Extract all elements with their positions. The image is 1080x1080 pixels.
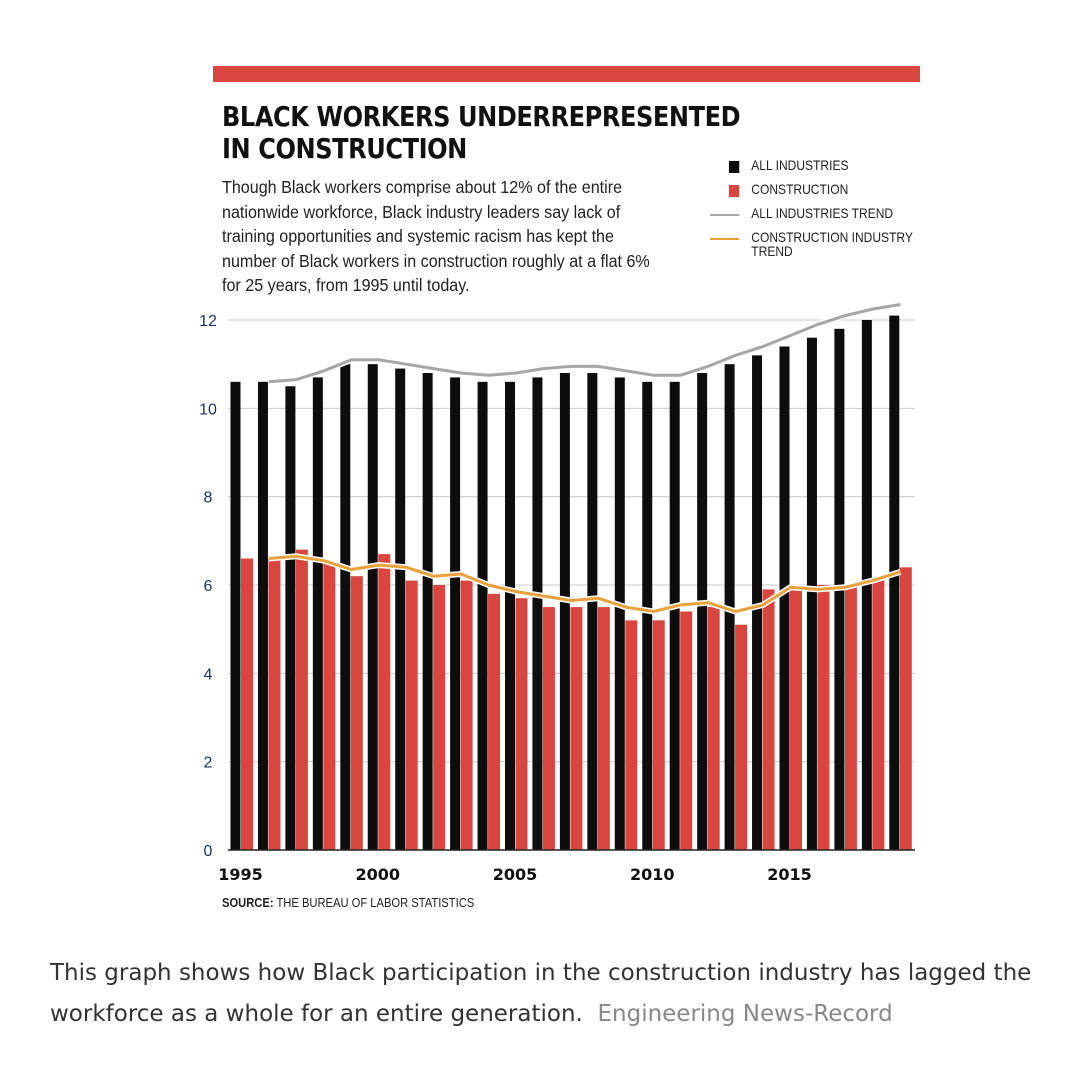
bar-construction [241,558,253,850]
x-tick-label: 2005 [493,865,538,884]
chart-description: Though Black workers comprise about 12% … [222,177,650,295]
source-label: SOURCE: [222,895,274,910]
x-tick-label: 2000 [355,865,400,884]
bar-all-industries [532,377,543,850]
bar-construction [625,620,638,850]
bar-all-industries [806,337,817,851]
bar-construction [844,585,857,850]
bar-construction [295,549,308,850]
bar-all-industries [889,315,900,850]
y-tick-label: 4 [204,666,213,683]
y-tick-label: 6 [204,578,213,595]
bar-all-industries [559,373,570,850]
bar-construction [323,562,336,850]
bar-all-industries [614,377,625,850]
all-industries-trend-line [268,303,901,384]
legend-swatch-all-industries [728,161,740,173]
bar-construction [762,589,775,850]
bar-all-industries [257,381,268,850]
bar-construction [488,593,501,850]
legend-swatch-construction-trend [710,238,740,240]
caption-text: This graph shows how Black participation… [50,960,1032,1027]
bar-all-industries [395,368,406,850]
bar-all-industries [422,373,433,850]
bar-all-industries [642,381,653,850]
bar-construction [405,580,418,850]
legend-label-construction-trend: CONSTRUCTION INDUSTRY TREND [751,229,913,259]
bar-construction [899,567,912,850]
y-tick-label: 8 [204,490,213,507]
bar-all-industries [367,364,378,850]
bar-all-industries [505,381,515,850]
bar-construction [817,585,830,850]
bar-all-industries [587,373,598,850]
header-red-rule [213,66,920,82]
bar-construction [735,624,748,850]
bar-construction [652,620,665,850]
chart-title: BLACK WORKERS UNDERREPRESENTED IN CONSTR… [222,100,741,165]
y-tick-label: 0 [204,843,213,860]
bar-construction [597,607,610,850]
bar-all-industries [779,346,790,850]
figure-caption: This graph shows how Black participation… [50,953,1040,1035]
bar-all-industries [752,355,763,850]
y-tick-label: 12 [199,313,217,330]
bar-construction [460,580,473,850]
source-note: SOURCE: THE BUREAU OF LABOR STATISTICS [222,895,474,910]
bar-all-industries [312,377,323,850]
x-tick-label: 2010 [630,865,675,884]
caption-credit: Engineering News-Record [597,1001,893,1027]
chart-title-line-2: IN CONSTRUCTION [222,132,467,165]
bar-construction [542,607,555,850]
legend-label-all-trend: ALL INDUSTRIES TREND [751,205,894,221]
all-industries-trend-halo [268,301,901,385]
bar-construction [515,598,528,850]
bar-all-industries [285,386,296,850]
source-text: THE BUREAU OF LABOR STATISTICS [276,895,475,910]
construction-trend-line [268,554,901,613]
bar-all-industries [477,381,488,850]
bar-construction [433,585,446,850]
bar-construction [872,580,885,850]
legend-label-all-industries: ALL INDUSTRIES [751,157,849,173]
y-tick-label: 2 [204,755,213,772]
construction-trend-halo [268,553,902,615]
bar-construction [350,576,363,850]
bar-all-industries [340,364,351,850]
chart-title-line-1: BLACK WORKERS UNDERREPRESENTED [222,100,741,133]
legend-swatch-all-trend [710,214,740,216]
y-tick-label: 10 [199,401,217,418]
bar-construction [570,607,583,850]
legend-swatch-construction [728,185,740,197]
bar-construction [790,585,802,850]
x-tick-label: 2015 [767,865,812,884]
bar-construction [378,554,391,850]
x-tick-label: 1995 [218,865,263,884]
bar-all-industries [669,381,680,850]
bar-construction [707,607,720,850]
bar-construction [680,611,693,850]
legend-label-construction: CONSTRUCTION [751,181,849,197]
bar-construction [268,558,281,850]
bar-all-industries [230,381,241,850]
bar-all-industries [450,377,461,850]
bar-all-industries [697,373,708,850]
